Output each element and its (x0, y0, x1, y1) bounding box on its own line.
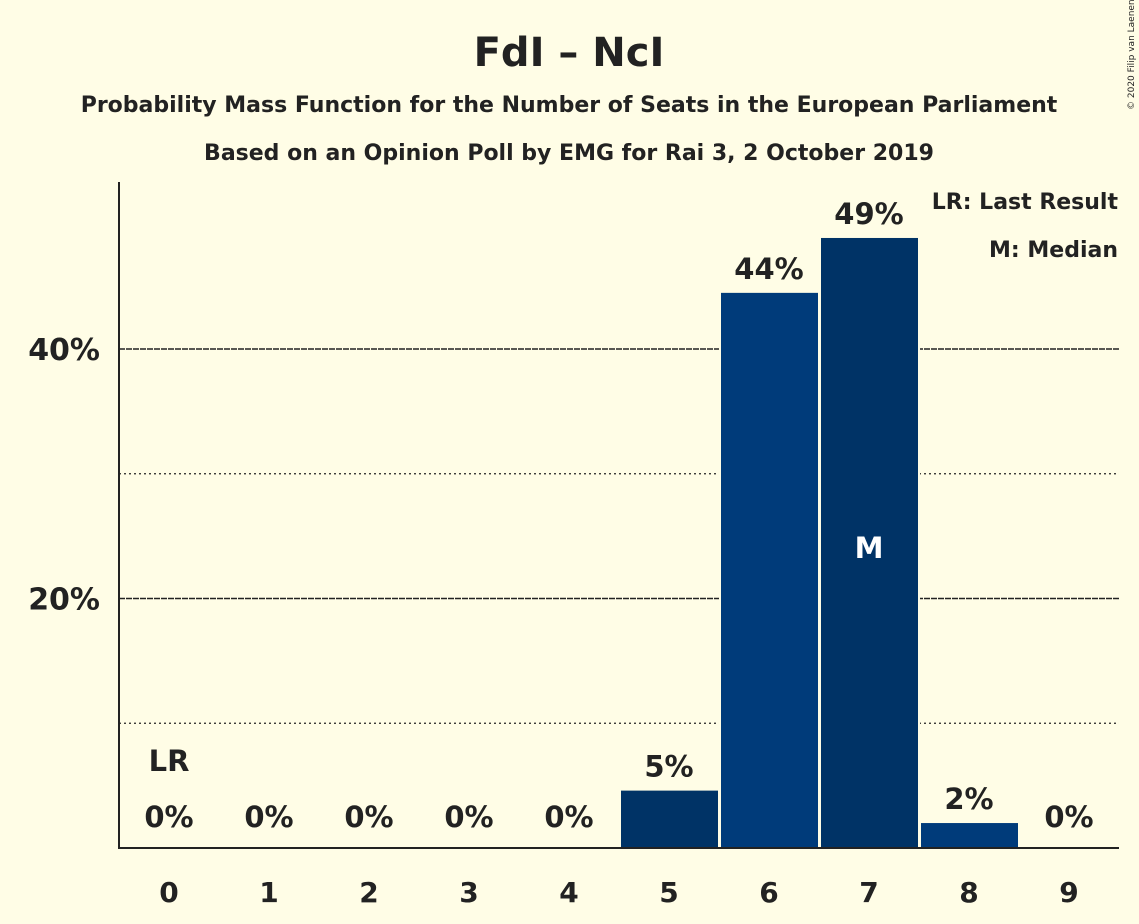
x-tick-label: 5 (659, 876, 678, 909)
legend-median: M: Median (989, 238, 1118, 263)
median-marker: M (855, 531, 884, 565)
last-result-marker: LR (149, 744, 190, 778)
value-label: 5% (644, 750, 693, 784)
chart-subtitle-source: Based on an Opinion Poll by EMG for Rai … (204, 141, 934, 166)
chart-title: FdI – NcI (474, 30, 665, 76)
x-tick-label: 8 (959, 876, 978, 909)
bars (619, 236, 1020, 848)
x-tick-label: 2 (359, 876, 378, 909)
value-label: 2% (944, 782, 993, 816)
copyright-credit: © 2020 Filip van Laenen (1127, 0, 1137, 110)
bar-8 (921, 823, 1018, 848)
bar-6 (721, 292, 818, 848)
value-label: 44% (734, 252, 803, 286)
x-tick-label: 6 (759, 876, 778, 909)
value-label: 0% (144, 800, 193, 834)
y-tick-label: 40% (28, 333, 100, 368)
x-tick-label: 7 (859, 876, 878, 909)
value-label: 0% (444, 800, 493, 834)
x-tick-label: 1 (259, 876, 278, 909)
y-tick-label: 20% (28, 583, 100, 618)
value-labels: 0% LR 0% 0% 0% 0% 5% 44% 49% M 2% 0% (144, 197, 1093, 834)
x-tick-label: 4 (559, 876, 578, 909)
value-label: 0% (244, 800, 293, 834)
value-label: 49% (834, 197, 903, 231)
chart-subtitle: Probability Mass Function for the Number… (81, 93, 1058, 118)
bar-7 (821, 237, 918, 848)
x-axis-labels: 0 1 2 3 4 5 6 7 8 9 (159, 876, 1078, 909)
gridlines (119, 348, 1119, 724)
y-axis-labels: 20% 40% (28, 333, 100, 618)
bar-5 (621, 790, 718, 848)
legend-last-result: LR: Last Result (932, 190, 1119, 215)
legend: LR: Last Result M: Median (932, 190, 1119, 263)
value-label: 0% (1044, 800, 1093, 834)
x-tick-label: 9 (1059, 876, 1078, 909)
value-label: 0% (544, 800, 593, 834)
x-tick-label: 0 (159, 876, 178, 909)
x-tick-label: 3 (459, 876, 478, 909)
value-label: 0% (344, 800, 393, 834)
